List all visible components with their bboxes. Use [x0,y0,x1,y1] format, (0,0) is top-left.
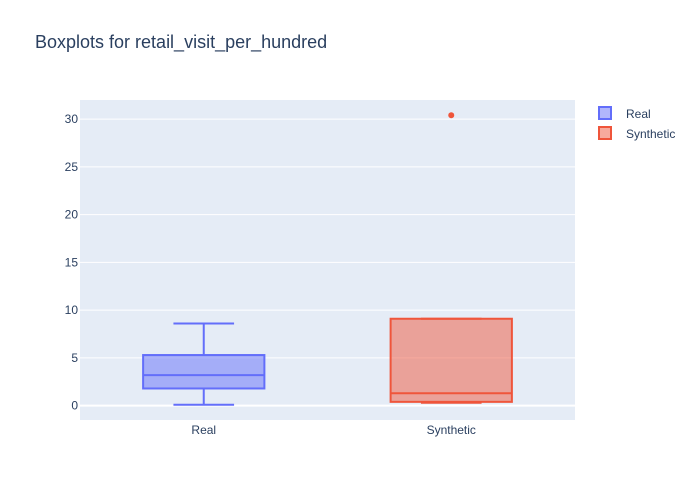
legend-item-synthetic[interactable]: Synthetic [598,126,675,141]
legend-swatch [598,106,612,120]
chart-title: Boxplots for retail_visit_per_hundred [35,32,328,52]
y-axis-ticks: 0 5 10 15 20 25 30 [65,112,79,413]
legend[interactable]: Real Synthetic [598,106,675,141]
x-axis-ticks: Real Synthetic [191,423,476,437]
boxes [142,112,513,406]
box-body [142,354,266,390]
y-tick-label: 5 [71,351,78,365]
y-tick-label: 25 [65,160,79,174]
legend-item-real[interactable]: Real [598,106,651,121]
x-tick-label: Synthetic [427,423,476,437]
legend-label: Real [626,107,651,121]
box-synthetic[interactable] [389,112,513,404]
legend-swatch [598,126,612,140]
y-tick-label: 0 [71,399,78,413]
x-tick-label: Real [191,423,216,437]
y-tick-label: 30 [65,112,79,126]
y-tick-label: 10 [65,303,79,317]
y-tick-label: 15 [65,255,79,269]
box-real[interactable] [142,322,266,406]
legend-label: Synthetic [626,127,675,141]
outlier-point[interactable] [448,112,455,119]
box-body [389,317,513,403]
y-tick-label: 20 [65,208,79,222]
